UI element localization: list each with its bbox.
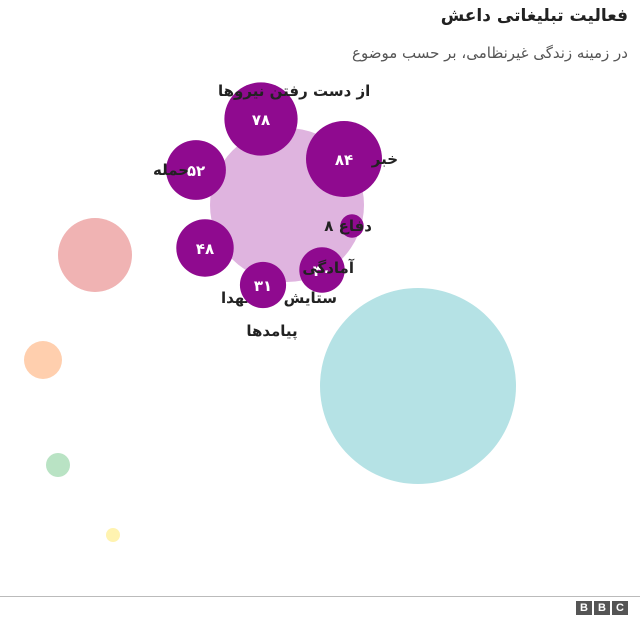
bubble-value-label-1: ۸۴ <box>335 151 353 169</box>
topic-bubble-1 <box>306 121 382 197</box>
chart-title: فعالیت تبلیغاتی داعش <box>440 6 628 26</box>
bubble-category-label-2: حمله <box>153 161 189 179</box>
bubble-category-label-1: خبر <box>371 150 398 168</box>
bubble-category-label-0: از دست رفتن نیروها <box>218 82 370 100</box>
chart-subtitle: در زمینه زندگی غیرنظامی، بر حسب موضوع <box>352 44 628 62</box>
bbc-logo: B B C <box>576 601 628 615</box>
context-bubble-teal <box>320 288 516 484</box>
context-bubble-orange <box>24 341 62 379</box>
bbc-logo-letter-1: B <box>576 601 592 615</box>
topic-bubble-4 <box>176 219 234 277</box>
topic-bubble-0 <box>224 82 298 156</box>
context-bubble-green <box>46 453 70 477</box>
bbc-logo-letter-2: B <box>594 601 610 615</box>
topic-bubble-5 <box>299 247 345 293</box>
bbc-logo-letter-3: C <box>612 601 628 615</box>
context-bubble-red <box>58 218 132 292</box>
bubble-value-label-4: ۴۸ <box>196 240 214 258</box>
bubble-category-label-3: دفاع ۸ <box>324 217 372 235</box>
context-bubble-yellow <box>106 528 120 542</box>
topic-bubble-2 <box>166 140 226 200</box>
bubble-value-label-5: ۳۰ <box>313 262 331 280</box>
bubble-value-label-2: ۵۲ <box>187 162 205 180</box>
bubble-category-label-5: آمادگی <box>302 259 355 277</box>
topic-bubble-3 <box>340 214 364 238</box>
bubble-value-label-0: ۷۸ <box>252 111 270 129</box>
bubble-value-label-6: ۳۱ <box>254 277 272 295</box>
topic-bubble-6 <box>239 261 287 309</box>
footer-divider <box>0 596 640 597</box>
bubble-category-label-6: پیامدها <box>246 322 297 341</box>
